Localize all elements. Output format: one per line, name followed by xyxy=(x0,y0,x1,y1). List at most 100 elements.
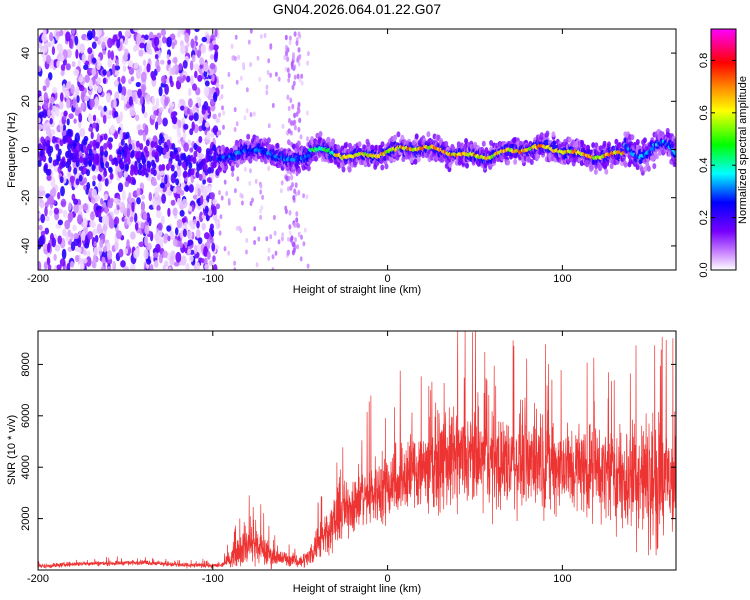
spectrogram-cell xyxy=(104,205,109,214)
spectrogram-cell xyxy=(230,43,234,49)
spectrogram-cell xyxy=(72,224,77,232)
spectrogram-cell xyxy=(41,144,46,152)
spectrogram-cell xyxy=(153,36,160,47)
spectrogram-cell xyxy=(190,75,194,87)
spectrogram-cell xyxy=(184,221,188,231)
spectrogram-cell xyxy=(108,167,113,174)
spectrogram-cell xyxy=(307,51,310,57)
spectrogram-cell xyxy=(196,164,201,172)
spectrogram-cell xyxy=(135,151,140,159)
spectrogram-cell xyxy=(148,217,152,227)
spectrogram-cell xyxy=(292,80,296,87)
spectrogram-cell xyxy=(75,178,80,186)
spectrogram-cell xyxy=(175,184,182,195)
spectrogram-cell xyxy=(182,132,187,141)
spectrogram-cell xyxy=(73,237,80,247)
spectrogram-cell xyxy=(153,110,159,116)
spectrogram-cell xyxy=(189,60,194,71)
spectrogram-cell xyxy=(51,87,58,94)
spectrogram-cell xyxy=(198,173,203,181)
spectrogram-cell xyxy=(306,110,309,116)
spectrogram-cell xyxy=(167,235,171,242)
spectrogram-cell xyxy=(138,49,144,57)
spectrogram-cell xyxy=(107,58,113,68)
spectrogram-cell xyxy=(114,240,119,251)
spectrogram-cell xyxy=(222,124,225,130)
spectrogram-cell xyxy=(91,67,97,77)
spectrogram-cell xyxy=(167,207,171,218)
spectrogram-cell xyxy=(291,54,295,61)
spectrogram-cell xyxy=(152,252,159,259)
spectrogram-cell xyxy=(199,211,204,223)
spectrogram-cell xyxy=(38,123,43,131)
spectrogram-cell xyxy=(384,163,389,170)
spectrogram-cell xyxy=(182,228,187,238)
spectrogram-cell xyxy=(128,143,133,151)
spectrogram-cell xyxy=(113,98,117,109)
spectrogram-cell xyxy=(171,116,178,125)
spectrogram-cell xyxy=(77,247,82,253)
spectrogram-cell xyxy=(188,98,193,108)
spectrogram-cell xyxy=(284,208,288,215)
spectrogram-cell xyxy=(98,181,102,192)
spectrogram-cell xyxy=(67,229,72,237)
spectrogram-cell xyxy=(44,216,50,222)
spectrogram-cell xyxy=(318,131,323,137)
spectrogram-cell xyxy=(201,108,206,115)
spectrogram-cell xyxy=(199,195,204,206)
spectrogram-cell xyxy=(126,152,131,160)
spectrogram-cell xyxy=(38,143,43,151)
spectrogram-cell xyxy=(83,177,87,184)
spectrogram-cell xyxy=(567,136,572,143)
spectrogram-cell xyxy=(90,131,94,140)
spectrogram-cell xyxy=(158,86,163,97)
spectrogram-cell xyxy=(46,42,52,48)
spectrogram-cell xyxy=(49,102,53,111)
spectrogram-cell xyxy=(153,260,159,268)
spectrogram-cell xyxy=(130,231,136,240)
spectrogram-cell xyxy=(92,122,97,129)
spectrogram-cell xyxy=(100,266,105,270)
spectrogram-cell xyxy=(141,103,146,114)
spectrogram-cell xyxy=(204,121,210,128)
spectrogram-cell xyxy=(54,244,61,252)
spectrogram-cell xyxy=(40,213,46,224)
spectrogram-cell xyxy=(56,264,62,270)
spectrogram-cell xyxy=(233,107,237,113)
spectrogram-cell xyxy=(167,59,171,65)
spectrogram-cell xyxy=(252,111,256,117)
spectrogram-cell xyxy=(161,193,167,204)
spectrogram-cell xyxy=(38,111,45,118)
spectrogram-cell xyxy=(186,75,191,83)
spectrogram-cell xyxy=(162,117,168,127)
spectrogram-cell xyxy=(113,197,119,204)
spectrogram-cell xyxy=(259,183,263,189)
spectrogram-cell xyxy=(81,258,88,264)
spectrogram-cell xyxy=(88,159,93,167)
spectrogram-cell xyxy=(155,97,160,109)
spectrogram-cell xyxy=(157,222,163,231)
spectrogram-cell xyxy=(186,107,191,115)
spectrogram-cell xyxy=(71,61,76,68)
spectrogram-cell xyxy=(288,40,292,46)
spectrogram-cell xyxy=(195,261,201,270)
spectrogram-cell xyxy=(73,69,80,76)
spectrogram-cell xyxy=(212,113,217,120)
spectrogram-cell xyxy=(204,80,210,87)
spectrogram-cell xyxy=(642,137,647,144)
spectrogram-cell xyxy=(256,55,260,61)
spectrogram-cell xyxy=(249,62,253,68)
spectrogram-cell xyxy=(121,189,126,201)
spectrogram-cell xyxy=(60,70,65,77)
spectrogram-cell xyxy=(107,37,113,49)
spectrogram-cell xyxy=(145,93,151,103)
spectrogram-cell xyxy=(184,32,190,43)
spectrogram-cell xyxy=(99,197,104,205)
spectrogram-cell xyxy=(249,201,253,206)
spectrogram-cell xyxy=(90,153,95,161)
spectrogram-cell xyxy=(196,49,202,59)
spectrogram-cell xyxy=(259,208,262,214)
spectrogram-cell xyxy=(116,39,121,49)
spectrogram-cell xyxy=(246,133,251,140)
spectrogram-cell xyxy=(102,69,107,76)
